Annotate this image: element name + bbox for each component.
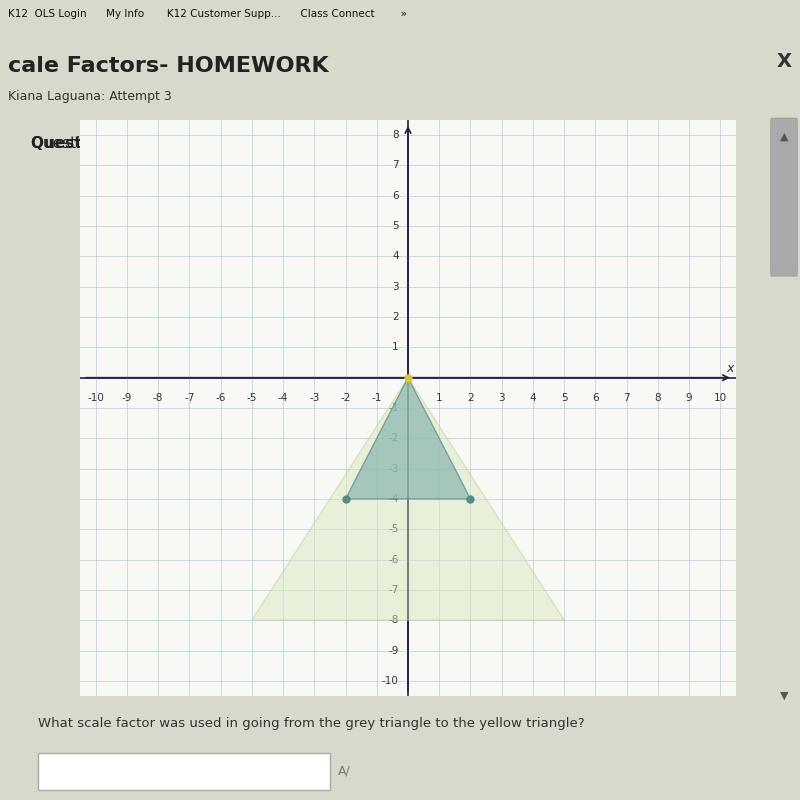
Text: -5: -5 [388, 524, 398, 534]
Text: -4: -4 [388, 494, 398, 504]
Text: cale Factors- HOMEWORK: cale Factors- HOMEWORK [8, 56, 328, 76]
Text: -10: -10 [87, 393, 104, 403]
Text: 5: 5 [561, 393, 567, 403]
Text: Question 1 (1 point): Question 1 (1 point) [30, 136, 184, 151]
Text: 6: 6 [392, 190, 398, 201]
Text: 1: 1 [392, 342, 398, 352]
Polygon shape [252, 378, 564, 620]
Text: 8: 8 [654, 393, 662, 403]
Text: Kiana Laguana: Attempt 3: Kiana Laguana: Attempt 3 [8, 90, 171, 103]
Text: -2: -2 [388, 434, 398, 443]
Text: What scale factor was used in going from the grey triangle to the yellow triangl: What scale factor was used in going from… [38, 717, 585, 730]
Text: -3: -3 [309, 393, 319, 403]
Text: ▼: ▼ [780, 690, 788, 701]
Text: 6: 6 [592, 393, 598, 403]
Text: -4: -4 [278, 393, 288, 403]
Text: -7: -7 [184, 393, 194, 403]
Text: -10: -10 [382, 676, 398, 686]
Text: 9: 9 [686, 393, 693, 403]
Text: -9: -9 [388, 646, 398, 655]
Text: -8: -8 [153, 393, 163, 403]
Text: -1: -1 [388, 403, 398, 413]
Text: -5: -5 [246, 393, 257, 403]
Text: -2: -2 [340, 393, 350, 403]
Text: 8: 8 [392, 130, 398, 140]
Text: 7: 7 [623, 393, 630, 403]
Text: 1: 1 [436, 393, 442, 403]
Text: 3: 3 [392, 282, 398, 292]
Text: 10: 10 [714, 393, 727, 403]
Text: Question 1: Question 1 [30, 136, 123, 151]
Text: ▲: ▲ [780, 131, 788, 142]
Text: 2: 2 [392, 312, 398, 322]
Text: x: x [726, 362, 734, 375]
Text: 7: 7 [392, 161, 398, 170]
Text: K12  OLS Login      My Info       K12 Customer Supp...      Class Connect       : K12 OLS Login My Info K12 Customer Supp.… [8, 9, 407, 19]
Text: X: X [777, 52, 791, 70]
FancyBboxPatch shape [38, 754, 330, 790]
Text: -3: -3 [388, 464, 398, 474]
Text: 4: 4 [392, 251, 398, 262]
Text: -7: -7 [388, 585, 398, 595]
Text: -1: -1 [371, 393, 382, 403]
FancyBboxPatch shape [770, 118, 798, 276]
Text: 4: 4 [530, 393, 536, 403]
Text: -6: -6 [215, 393, 226, 403]
Text: -9: -9 [122, 393, 132, 403]
Text: -6: -6 [388, 554, 398, 565]
Text: 5: 5 [392, 221, 398, 231]
Text: A/: A/ [338, 765, 350, 778]
Text: 2: 2 [467, 393, 474, 403]
Text: -8: -8 [388, 615, 398, 626]
Text: 3: 3 [498, 393, 505, 403]
Polygon shape [346, 378, 470, 499]
